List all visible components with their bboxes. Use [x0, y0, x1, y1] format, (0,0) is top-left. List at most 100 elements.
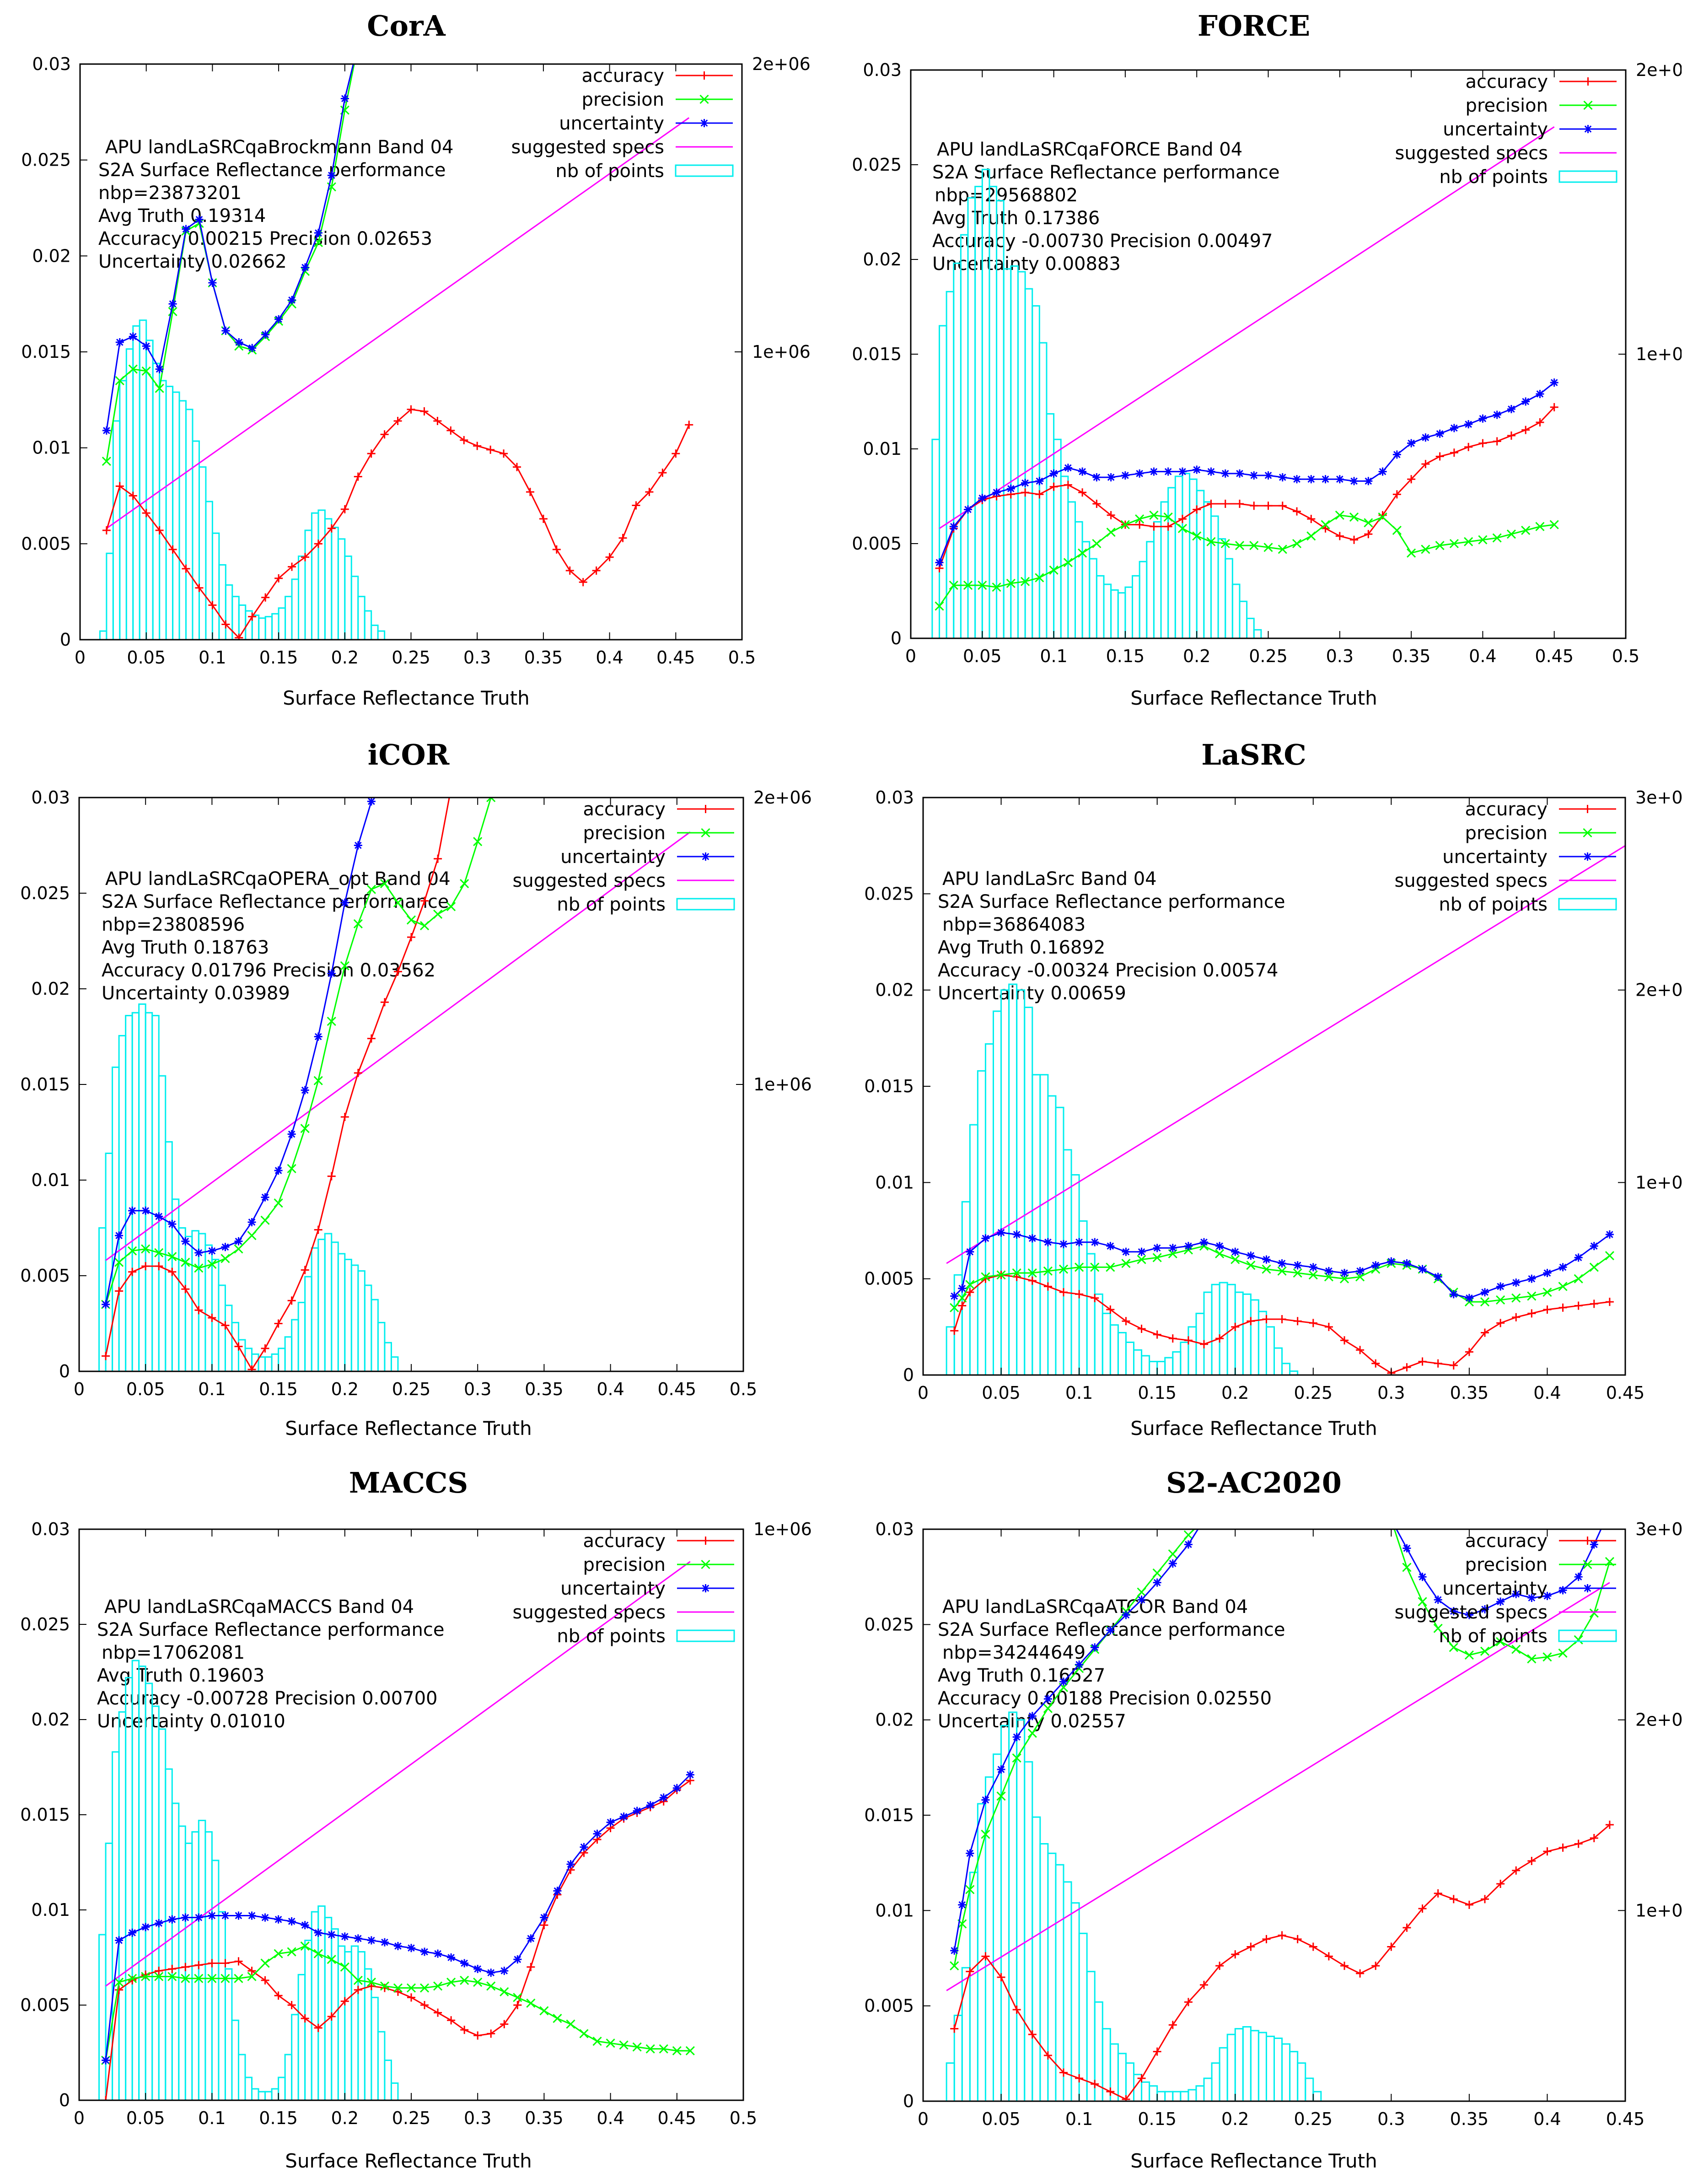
x-axis-label: Surface Reflectance Truth: [1130, 1417, 1377, 1440]
x-axis: 0 0.05 0.1 0.15 0.2 0.25 0.3 0.35 0.4 0.45 0.5: [75, 64, 756, 668]
histogram-bar: [1203, 1291, 1213, 1375]
histogram-bar: [158, 1075, 167, 1371]
uncertainty-marker: [1215, 1242, 1224, 1251]
precision-marker: [300, 1941, 310, 1951]
uncertainty-marker: [1122, 1611, 1130, 1619]
accuracy-marker: [1092, 500, 1101, 508]
y-tick-label: 0.025: [852, 155, 902, 175]
precision-marker: [446, 1978, 456, 1987]
accuracy-marker: [367, 449, 376, 458]
uncertainty-marker: [659, 1793, 668, 1802]
precision-marker: [260, 1958, 270, 1968]
accuracy-marker: [235, 633, 243, 640]
histogram-bar: [198, 1819, 206, 2100]
histogram-bar: [1239, 600, 1248, 638]
precision-marker: [234, 1244, 243, 1254]
y2-axis: 1e+06 2e+06: [735, 54, 811, 362]
uncertainty-marker: [1387, 1515, 1395, 1524]
x-tick-label: 0.1: [1065, 1383, 1093, 1403]
uncertainty-marker: [340, 94, 349, 103]
histogram-bar: [311, 1247, 319, 1371]
uncertainty-marker: [1527, 1274, 1536, 1283]
precision-marker: [1215, 1249, 1225, 1259]
annotation-line: Avg Truth 0.18763: [102, 937, 269, 958]
accuracy-marker: [700, 71, 709, 80]
histogram: [98, 1003, 399, 1371]
histogram-bar: [1016, 989, 1026, 1375]
histogram-bar: [1117, 592, 1126, 638]
chart-svg-icor: iCOR Surface Reflectance Truth APU landL…: [20, 738, 812, 1440]
suggested-specs-line: [105, 831, 691, 1261]
annotation-line: Uncertainty 0.01010: [97, 1711, 285, 1732]
accuracy-marker: [1507, 431, 1515, 440]
accuracy-marker: [513, 463, 521, 471]
histogram-bar: [1217, 538, 1226, 638]
uncertainty-marker: [234, 1911, 243, 1920]
chart-title: LaSRC: [1201, 738, 1306, 771]
histogram-bar: [218, 1911, 226, 2100]
x-tick-label: 0.2: [331, 647, 359, 668]
uncertainty-marker: [274, 315, 283, 324]
histogram-bar: [1219, 2047, 1228, 2101]
x-tick-label: 0.4: [1469, 646, 1496, 666]
precision-marker: [526, 1998, 536, 2008]
uncertainty-marker: [1493, 410, 1501, 419]
uncertainty-marker: [447, 1953, 456, 1962]
histogram-bar: [984, 1043, 994, 1375]
precision-marker: [1137, 1587, 1146, 1597]
precision-marker: [1163, 512, 1173, 522]
uncertainty-marker: [966, 1247, 974, 1256]
uncertainty-marker: [1184, 1242, 1193, 1251]
histogram-bar: [171, 1802, 180, 2100]
uncertainty-marker: [701, 1584, 710, 1592]
histogram-bar: [1153, 521, 1162, 638]
y-tick-label: 0: [59, 1361, 70, 1381]
accuracy-marker: [1574, 1301, 1583, 1310]
histogram-bar: [237, 2054, 246, 2100]
y-tick-label: 0.03: [31, 787, 70, 808]
uncertainty-marker: [1450, 424, 1458, 432]
x-tick-label: 0.4: [1533, 1383, 1561, 1403]
histogram-bar: [1211, 2062, 1220, 2101]
accuracy-marker: [1043, 2051, 1052, 2060]
annotation-line: S2A Surface Reflectance performance: [97, 1619, 444, 1640]
histogram-bar: [946, 1326, 955, 1375]
accuracy-marker: [966, 1288, 974, 1297]
precision-marker: [353, 919, 363, 928]
accuracy-marker: [1418, 1904, 1427, 1913]
uncertainty-marker: [221, 1243, 230, 1251]
accuracy-marker: [1434, 1359, 1442, 1368]
precision-marker: [114, 1978, 124, 1987]
histogram-bar: [946, 2062, 955, 2101]
precision-marker: [313, 1949, 323, 1958]
histogram-bar: [291, 2014, 299, 2100]
histogram-bar: [1180, 1341, 1189, 1375]
accuracy-marker: [1137, 2074, 1146, 2082]
histogram-bar: [1231, 583, 1241, 638]
uncertainty-marker: [1091, 1238, 1099, 1246]
accuracy-marker: [526, 488, 534, 496]
histogram-bar: [218, 1284, 226, 1371]
histogram-bar: [1257, 2032, 1267, 2101]
histogram-bar: [112, 420, 121, 640]
histogram-bar: [1032, 1074, 1041, 1375]
precision-marker: [1535, 522, 1545, 531]
accuracy-marker: [301, 553, 309, 561]
histogram-bar: [1060, 475, 1069, 638]
precision-marker: [1120, 520, 1130, 529]
uncertainty-marker: [380, 1938, 389, 1947]
y-tick-label: 0.025: [864, 1614, 914, 1634]
suggested-specs-line: [946, 845, 1625, 1264]
accuracy-marker: [1309, 1319, 1317, 1327]
legend-label: uncertainty: [1442, 847, 1548, 868]
accuracy-marker: [1215, 1962, 1224, 1970]
histogram-bar: [98, 1227, 107, 1371]
uncertainty-marker: [992, 488, 1001, 497]
uncertainty-marker: [1512, 1590, 1521, 1598]
annotation-line: S2A Surface Reflectance performance: [102, 891, 449, 912]
precision-marker: [1262, 1264, 1271, 1274]
precision-marker: [340, 1962, 349, 1972]
annotation-line: S2A Surface Reflectance performance: [938, 891, 1285, 912]
uncertainty-marker: [393, 1942, 402, 1951]
x-tick-label: 0.4: [596, 1379, 624, 1399]
